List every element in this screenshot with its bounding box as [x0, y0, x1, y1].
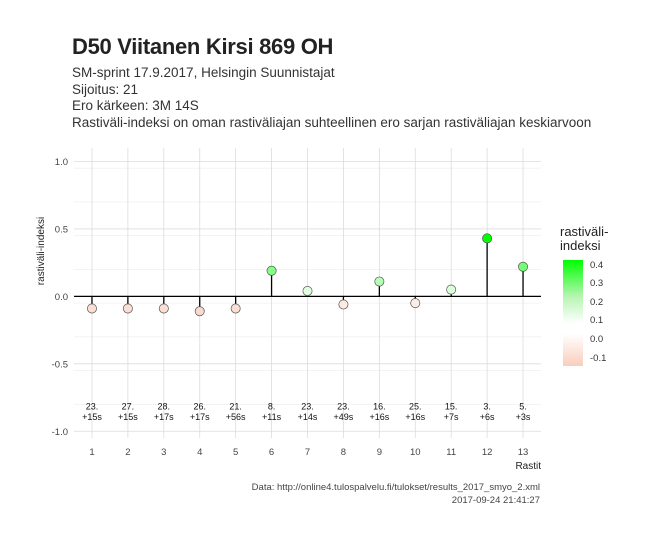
time-gap-label: +6s: [480, 412, 495, 422]
x-tick-label: 10: [410, 447, 421, 458]
x-tick-label: 13: [518, 447, 529, 458]
x-tick-label: 7: [305, 447, 310, 458]
legend-tick-label: 0.4: [590, 259, 604, 271]
x-tick-label: 5: [233, 447, 238, 458]
rank-label: 15.: [445, 402, 458, 412]
rank-label: 26.: [193, 402, 206, 412]
legend-title-line: indeksi: [560, 238, 601, 253]
x-tick-label: 8: [341, 447, 346, 458]
time-gap-label: +16s: [405, 412, 425, 422]
color-legend: rastiväli- indeksi 0.4 0.3 0.2 0.1 0.0 -0.1: [560, 225, 608, 366]
data-point: [122, 303, 133, 314]
legend-gradient-bar: [563, 260, 583, 366]
legend-tick-label: 0.3: [590, 278, 604, 290]
legend-tick-label: -0.1: [590, 352, 607, 364]
time-gap-label: +16s: [369, 412, 389, 422]
x-tick-label: 9: [377, 447, 382, 458]
data-point: [374, 276, 385, 287]
y-tick-label: 1.0: [55, 157, 68, 168]
time-gap-label: +7s: [444, 412, 459, 422]
rank-label: 28.: [158, 402, 171, 412]
data-point: [87, 303, 97, 314]
data-point: [410, 298, 421, 309]
legend-tick-label: 0.2: [590, 296, 604, 308]
time-gap-label: +15s: [118, 412, 138, 422]
data-point: [338, 299, 349, 310]
rank-label: 23.: [86, 402, 99, 412]
x-tick-label: 6: [269, 447, 274, 458]
rank-label: 3.: [483, 402, 491, 412]
subtitle-line: Rastiväli-indeksi on oman rastiväliajan …: [72, 114, 592, 130]
subtitle-line: Ero kärkeen: 3M 14S: [72, 98, 199, 113]
time-gap-label: +14s: [298, 412, 318, 422]
rank-label: 23.: [337, 402, 350, 412]
x-tick-label: 2: [125, 447, 130, 458]
legend-tick-label: 0.0: [590, 333, 604, 345]
chart-caption: Data: http://online4.tulospalvelu.fi/tul…: [252, 481, 540, 507]
data-point: [302, 286, 313, 296]
grid-lines: [74, 148, 541, 438]
y-tick-label: -0.5: [52, 359, 68, 370]
rank-label: 16.: [373, 402, 386, 412]
time-gap-label: +49s: [334, 412, 354, 422]
y-tick-label: 0.5: [55, 224, 68, 235]
x-tick-label: 12: [482, 447, 493, 458]
y-tick-label: -1.0: [52, 427, 68, 438]
time-gap-label: +17s: [154, 412, 174, 422]
subtitle-line: Sijoitus: 21: [72, 81, 139, 97]
x-axis-label: Rastit: [515, 461, 541, 472]
data-point: [230, 303, 241, 314]
caption-source: Data: http://online4.tulospalvelu.fi/tul…: [251, 482, 540, 493]
legend-tick-label: 0.1: [590, 315, 604, 327]
data-point: [194, 306, 205, 317]
data-point: [158, 303, 169, 314]
legend-title: rastiväli- indeksi: [560, 225, 608, 253]
data-point: [518, 261, 528, 272]
chart-title: D50 Viitanen Kirsi 869 OH: [72, 34, 334, 59]
legend-title-line: rastiväli-: [560, 224, 609, 239]
x-tick-label: 3: [161, 447, 166, 458]
time-gap-label: +11s: [262, 412, 282, 422]
rank-label: 5.: [519, 402, 527, 412]
data-point: [482, 233, 493, 244]
rank-label: 23.: [301, 402, 314, 412]
subtitle-line: SM-sprint 17.9.2017, Helsingin Suunnista…: [72, 65, 335, 80]
x-tick-label: 1: [89, 447, 94, 458]
time-gap-label: +3s: [516, 412, 531, 422]
data-point: [446, 284, 457, 295]
rank-label: 8.: [268, 402, 276, 412]
rank-label: 27.: [122, 402, 135, 412]
time-gap-label: +56s: [226, 412, 246, 422]
x-tick-label: 4: [197, 447, 202, 458]
x-tick-label: 11: [446, 447, 456, 458]
data-point: [266, 265, 277, 276]
caption-timestamp: 2017-09-24 21:41:27: [451, 495, 540, 506]
rank-label: 21.: [229, 402, 242, 412]
rank-label: 25.: [409, 402, 422, 412]
y-tick-label: 0.0: [55, 292, 68, 303]
time-gap-label: +17s: [190, 412, 210, 422]
chart-subtitle: SM-sprint 17.9.2017, Helsingin Suunnista…: [72, 65, 591, 131]
y-axis-label: rastiväli-indeksi: [36, 217, 47, 285]
time-gap-label: +15s: [82, 412, 102, 422]
